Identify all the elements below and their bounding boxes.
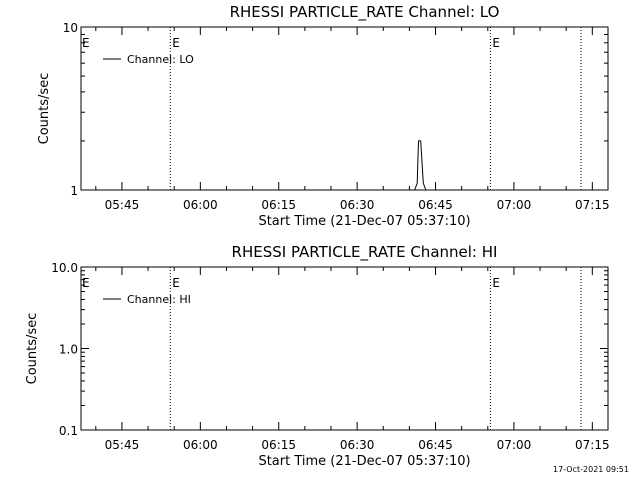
chart-panel-1: RHESSI PARTICLE_RATE Channel: LO Start Ti…: [37, 3, 610, 229]
edge-label: E: [82, 276, 90, 290]
plot-frame: [80, 26, 609, 191]
x-tick-label: 06:30: [340, 198, 375, 212]
y-tick-label: 1: [70, 184, 78, 198]
x-tick-label: 05:45: [105, 438, 140, 452]
x-tick-label: 06:15: [261, 198, 296, 212]
x-tick-label: 06:45: [418, 438, 453, 452]
y-axis-label: Counts/sec: [37, 73, 52, 145]
x-axis-label: Start Time (21-Dec-07 05:37:10): [258, 454, 470, 469]
x-tick-label: 06:00: [183, 198, 218, 212]
x-axis-label: Start Time (21-Dec-07 05:37:10): [258, 214, 470, 229]
footer-timestamp: 17-Oct-2021 09:51: [553, 465, 629, 474]
x-tick-label: 07:15: [575, 438, 610, 452]
y-tick-label: 10.0: [51, 261, 78, 275]
x-tick-label: 05:45: [105, 198, 140, 212]
event-marker-label: E: [172, 276, 180, 290]
chart-title: RHESSI PARTICLE_RATE Channel: LO: [230, 3, 500, 22]
legend-label: Channel: HI: [127, 293, 191, 306]
x-tick-label: 06:45: [418, 198, 453, 212]
y-tick-label: 0.1: [59, 424, 78, 438]
x-tick-label: 07:00: [497, 438, 532, 452]
event-marker-label: E: [492, 276, 500, 290]
event-marker-label: E: [492, 36, 500, 50]
legend-label: Channel: LO: [127, 53, 194, 66]
x-tick-label: 06:15: [261, 438, 296, 452]
y-tick-label: 1.0: [59, 343, 78, 357]
chart-panel-2: RHESSI PARTICLE_RATE Channel: HI Start Ti…: [25, 243, 610, 469]
event-marker-label: E: [172, 36, 180, 50]
x-tick-label: 07:00: [497, 198, 532, 212]
edge-label: E: [82, 36, 90, 50]
x-tick-label: 07:15: [575, 198, 610, 212]
series-line: [414, 140, 427, 191]
y-tick-label: 10: [63, 21, 78, 35]
x-tick-label: 06:00: [183, 438, 218, 452]
chart-title: RHESSI PARTICLE_RATE Channel: HI: [232, 243, 498, 262]
y-axis-label: Counts/sec: [25, 313, 40, 385]
x-tick-label: 06:30: [340, 438, 375, 452]
